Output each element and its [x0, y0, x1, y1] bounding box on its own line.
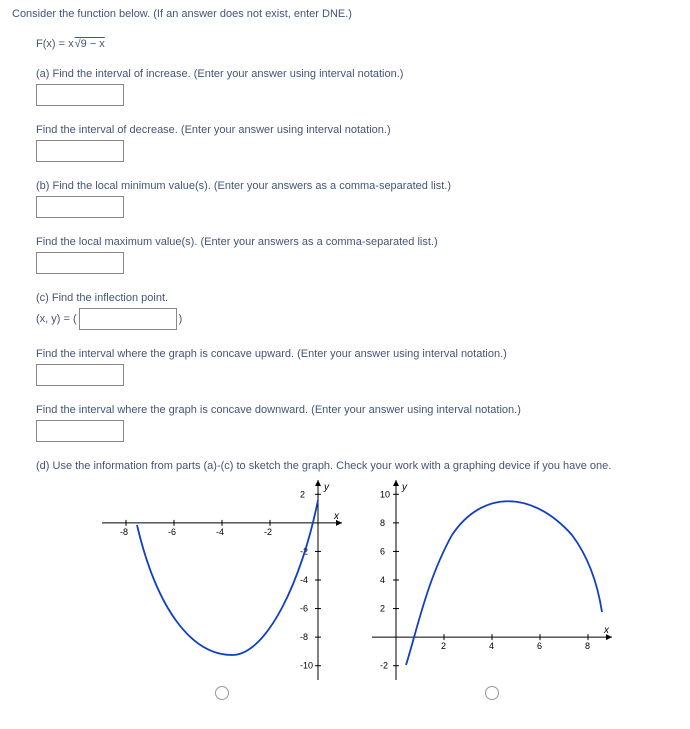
svg-text:2: 2 — [441, 641, 446, 651]
function-def: F(x) = x√9 − x — [36, 38, 678, 50]
svg-text:-2: -2 — [380, 661, 388, 671]
svg-text:y: y — [401, 482, 408, 493]
svg-text:-4: -4 — [300, 575, 308, 585]
concave-down-input[interactable] — [36, 420, 124, 442]
part-c2-prompt: Find the interval where the graph is con… — [36, 348, 678, 360]
svg-text:8: 8 — [380, 518, 385, 528]
part-b-prompt: (b) Find the local minimum value(s). (En… — [36, 180, 678, 192]
svg-text:2: 2 — [380, 604, 385, 614]
svg-text:10: 10 — [380, 489, 390, 499]
interval-increase-input[interactable] — [36, 84, 124, 106]
fn-radicand: √9 − x — [74, 38, 105, 50]
part-c-prompt: (c) Find the inflection point. — [36, 292, 678, 304]
svg-text:-4: -4 — [216, 527, 224, 537]
svg-text:-6: -6 — [168, 527, 176, 537]
fn-left: F(x) = x — [36, 38, 74, 50]
svg-text:x: x — [333, 511, 340, 522]
inflection-open: (x, y) = ( — [36, 313, 77, 325]
graph-right: y x 2 4 6 8 10 8 6 4 2 -2 — [372, 480, 612, 680]
svg-text:-6: -6 — [300, 604, 308, 614]
svg-text:-8: -8 — [120, 527, 128, 537]
part-a-prompt: (a) Find the interval of increase. (Ente… — [36, 68, 678, 80]
graph-left-radio[interactable] — [215, 686, 229, 700]
inflection-input[interactable] — [79, 308, 177, 330]
graph-choices: y x -8 -6 -4 -2 2 -2 -4 -6 -8 -10 y x 2 4 6 8 10 8 6 4 2 -2 — [36, 480, 678, 703]
svg-text:-8: -8 — [300, 632, 308, 642]
part-b2-prompt: Find the local maximum value(s). (Enter … — [36, 236, 678, 248]
concave-up-input[interactable] — [36, 364, 124, 386]
svg-text:8: 8 — [585, 641, 590, 651]
svg-text:2: 2 — [300, 489, 305, 499]
interval-decrease-input[interactable] — [36, 140, 124, 162]
intro: Consider the function below. (If an answ… — [12, 8, 678, 20]
local-max-input[interactable] — [36, 252, 124, 274]
inflection-close: ) — [179, 313, 183, 325]
svg-text:6: 6 — [537, 641, 542, 651]
local-min-input[interactable] — [36, 196, 124, 218]
svg-text:-10: -10 — [300, 661, 313, 671]
svg-text:4: 4 — [489, 641, 494, 651]
svg-text:6: 6 — [380, 546, 385, 556]
part-a2-prompt: Find the interval of decrease. (Enter yo… — [36, 124, 678, 136]
part-c3-prompt: Find the interval where the graph is con… — [36, 404, 678, 416]
svg-text:-2: -2 — [264, 527, 272, 537]
svg-text:4: 4 — [380, 575, 385, 585]
part-d-prompt: (d) Use the information from parts (a)-(… — [36, 460, 678, 472]
graph-right-radio[interactable] — [485, 686, 499, 700]
svg-text:x: x — [603, 625, 610, 636]
graph-left: yx-8-6-4-22-2-4-6-8-10 — [102, 480, 342, 680]
svg-text:y: y — [323, 482, 330, 493]
